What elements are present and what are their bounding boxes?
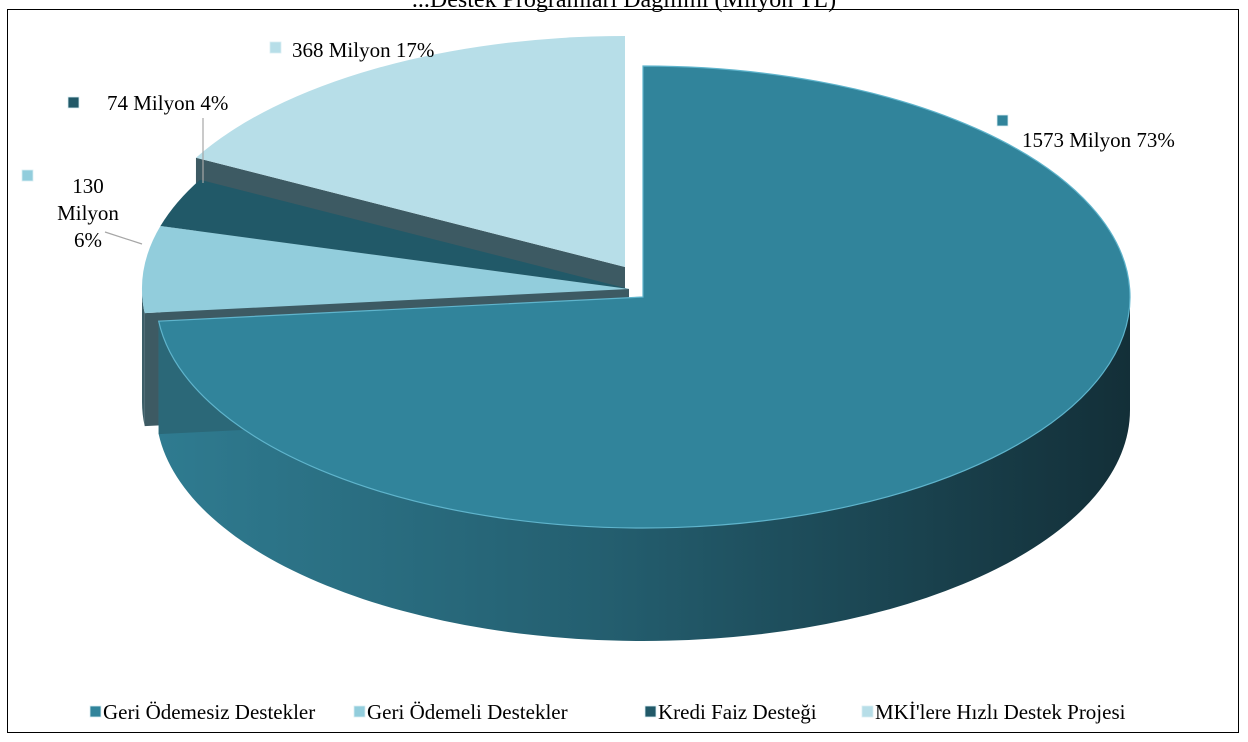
chart-frame xyxy=(7,9,1239,733)
pie-slice-0 xyxy=(157,65,1131,642)
legend-item-2: Kredi Faiz Desteği xyxy=(658,700,817,724)
label-marker-1 xyxy=(21,169,34,182)
slice-top-2 xyxy=(160,179,629,289)
data-label-2: 74 Milyon 4% xyxy=(107,91,228,115)
label-leader-1 xyxy=(104,231,143,245)
slice-top-1 xyxy=(142,226,630,314)
legend-item-1: Geri Ödemeli Destekler xyxy=(367,700,568,724)
legend-marker-0 xyxy=(89,705,102,718)
legend-marker-3 xyxy=(861,705,874,718)
legend-marker-2 xyxy=(644,705,657,718)
slice-top-0 xyxy=(157,65,1131,529)
label-marker-0 xyxy=(996,114,1009,127)
legend-marker-1 xyxy=(353,705,366,718)
data-label-0: 1573 Milyon 73% xyxy=(1022,128,1175,152)
label-marker-3 xyxy=(269,41,282,54)
legend-item-0: Geri Ödemesiz Destekler xyxy=(103,700,315,724)
label-marker-2 xyxy=(67,96,80,109)
legend-item-3: MKİ'lere Hızlı Destek Projesi xyxy=(875,700,1126,724)
data-label-3: 368 Milyon 17% xyxy=(292,38,434,62)
slice-side-0 xyxy=(158,297,1130,642)
slice-side-1 xyxy=(142,289,145,427)
slice-top-3 xyxy=(195,36,626,267)
data-label-1: 130 Milyon 6% xyxy=(57,174,119,252)
